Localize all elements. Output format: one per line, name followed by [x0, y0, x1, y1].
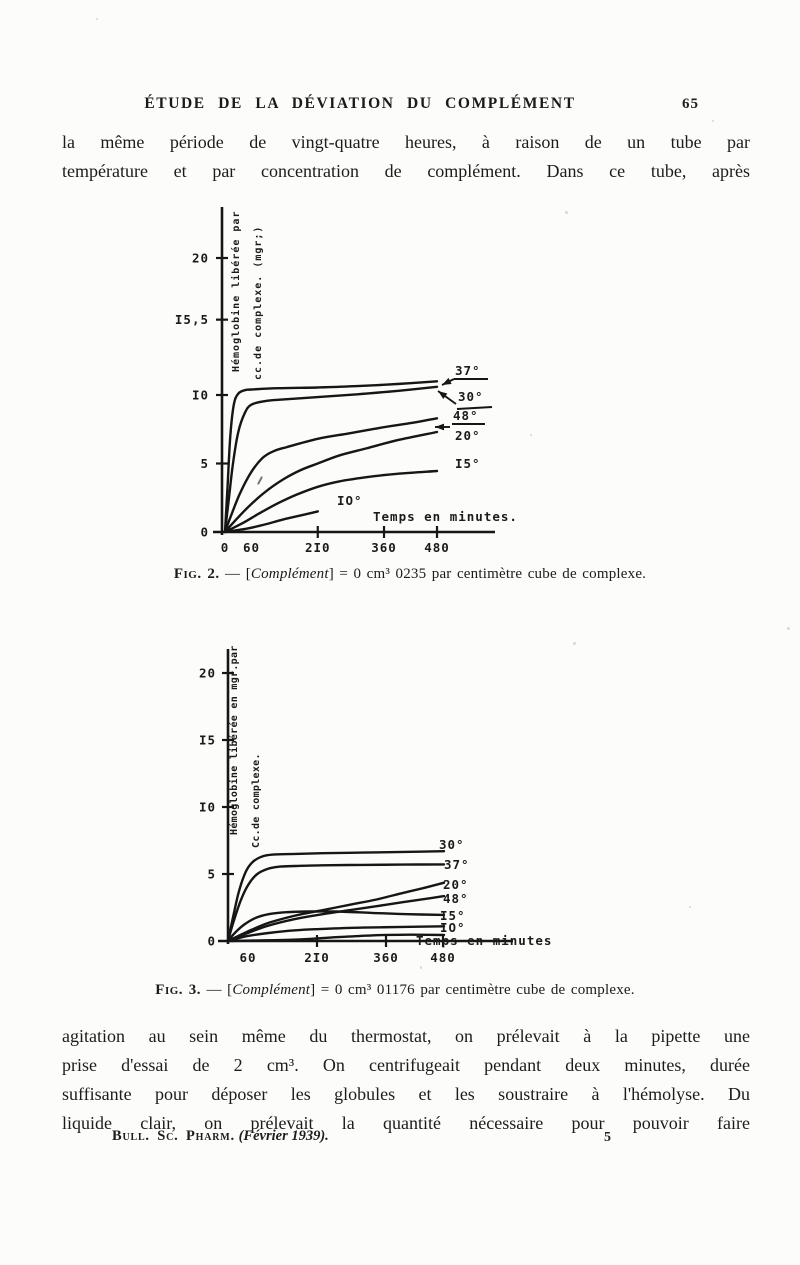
paragraph-line: agitation au sein même du thermostat, on… — [62, 1026, 750, 1046]
series-label: 48° — [453, 408, 479, 423]
scan-speck — [689, 906, 691, 908]
curve-IOdeg — [223, 510, 319, 534]
curve-I5deg — [226, 910, 446, 943]
y-tick-label: 20 — [199, 666, 216, 681]
series-label: IO° — [440, 920, 466, 935]
series-label: 37° — [444, 857, 470, 872]
body-paragraph-bottom: agitation au sein même du thermostat, on… — [62, 1022, 750, 1138]
fig3-line-chart: 20 I5 I0 5 0 60 2I0 360 480 Hémoglobine libérée e… — [199, 645, 552, 965]
paragraph-line: température et par concentration de comp… — [62, 161, 750, 181]
curve-I5deg — [223, 469, 439, 534]
x-axis-label: Temps en minutes. — [373, 509, 518, 524]
fig2-caption-label: Fig. 2. — [173, 566, 220, 582]
series-label: 30° — [439, 837, 465, 852]
y-tick-label: I0 — [199, 800, 216, 815]
fig3-caption-label: Fig. 3. — [155, 982, 202, 998]
x-tick-label: 360 — [371, 540, 397, 555]
curve-37deg — [223, 380, 439, 534]
x-tick-label: 60 — [243, 540, 260, 555]
paragraph-line: la même période de vingt-quatre heures, … — [62, 132, 750, 152]
scan-speck — [565, 211, 568, 214]
series-label: 37° — [455, 363, 481, 378]
scan-speck — [530, 434, 532, 436]
fig2-line-chart: 20 I5,5 I0 5 00 60 2I0 360 480 Hémoglobine libéré… — [175, 207, 518, 555]
curve-30deg — [223, 385, 439, 534]
x-axis-label: Temps en minutes — [416, 933, 552, 948]
fig3-caption-italic: Complément — [232, 982, 311, 998]
page-number: 65 — [682, 96, 699, 112]
label-underline — [456, 406, 493, 410]
series-label: 30° — [458, 389, 484, 404]
paragraph-line: suffisante pour déposer les globules et … — [62, 1084, 750, 1104]
series-label: 48° — [443, 891, 469, 906]
y-axis-label: Hémoglobine libérée par cc.de complexe. (… — [230, 211, 264, 380]
curve-IOdeg — [226, 925, 446, 943]
scan-speck — [573, 642, 576, 645]
curve-unlabeled — [226, 933, 446, 943]
body-paragraph-top: la même période de vingt-quatre heures, … — [62, 128, 750, 186]
fig2-caption-post: ] = 0 cm³ 0235 par centimètre cube de co… — [328, 566, 647, 582]
curve-37deg — [226, 863, 446, 943]
y-tick-label: 0 — [207, 934, 216, 949]
curve-30deg — [226, 850, 446, 943]
fig2-caption-italic: Complément — [250, 566, 329, 582]
journal-name: Bull. Sc. Pharm. — [112, 1128, 235, 1144]
fig3-caption: Fig. 3. — [Complément] = 0 cm³ 01176 par… — [45, 982, 745, 999]
y-tick-label: 0 — [200, 525, 209, 540]
paragraph-line: liquide clair, on prélevait la quantité … — [62, 1113, 750, 1133]
y-tick-label: 20 — [192, 251, 209, 266]
x-tick-label: 360 — [373, 950, 399, 965]
signature-number: 5 — [604, 1130, 611, 1145]
scan-speck — [96, 18, 98, 20]
fig2-caption-pre: — [ — [219, 566, 251, 582]
scan-speck — [420, 966, 422, 969]
journal-footline: Bull. Sc. Pharm. (Février 1939). — [112, 1128, 329, 1145]
fig3-caption-pre: — [ — [201, 982, 233, 998]
page-title: ÉTUDE DE LA DÉVIATION DU COMPLÉMENT — [144, 95, 576, 112]
series-label: 20° — [455, 428, 481, 443]
series-label: IO° — [337, 493, 363, 508]
series-label: 20° — [443, 877, 469, 892]
arrow-head — [442, 377, 452, 385]
arrow-head — [438, 391, 448, 399]
scan-speck — [712, 120, 714, 122]
arrow-head — [435, 423, 444, 431]
series-label: I5° — [440, 908, 466, 923]
x-tick-label: 480 — [430, 950, 456, 965]
curve-20deg — [226, 881, 446, 943]
x-tick-label: 2I0 — [304, 950, 330, 965]
fig3-caption-post: ] = 0 cm³ 01176 par centimètre cube de c… — [310, 982, 635, 998]
journal-issue: (Février 1939). — [238, 1128, 329, 1144]
y-tick-label: 5 — [207, 867, 216, 882]
series-label: I5° — [455, 456, 481, 471]
y-tick-label: I5 — [199, 733, 216, 748]
x-tick-label: 60 — [239, 950, 256, 965]
x-tick-label: 0 — [221, 540, 230, 555]
scan-speck — [787, 627, 790, 630]
curve-20deg — [223, 430, 439, 534]
fig2-caption: Fig. 2. — [Complément] = 0 cm³ 0235 par … — [60, 566, 760, 583]
y-tick-label: I5,5 — [175, 312, 209, 327]
curve-48deg — [223, 417, 439, 534]
y-axis-label: Hémoglobine libérée en mgr.par Cc.de comp… — [228, 645, 262, 848]
y-tick-label: 5 — [200, 456, 209, 471]
y-tick-label: I0 — [192, 388, 209, 403]
x-tick-label: 480 — [424, 540, 450, 555]
paragraph-line: prise d'essai de 2 cm³. On centrifugeait… — [62, 1055, 750, 1075]
x-tick-label: 2I0 — [305, 540, 331, 555]
